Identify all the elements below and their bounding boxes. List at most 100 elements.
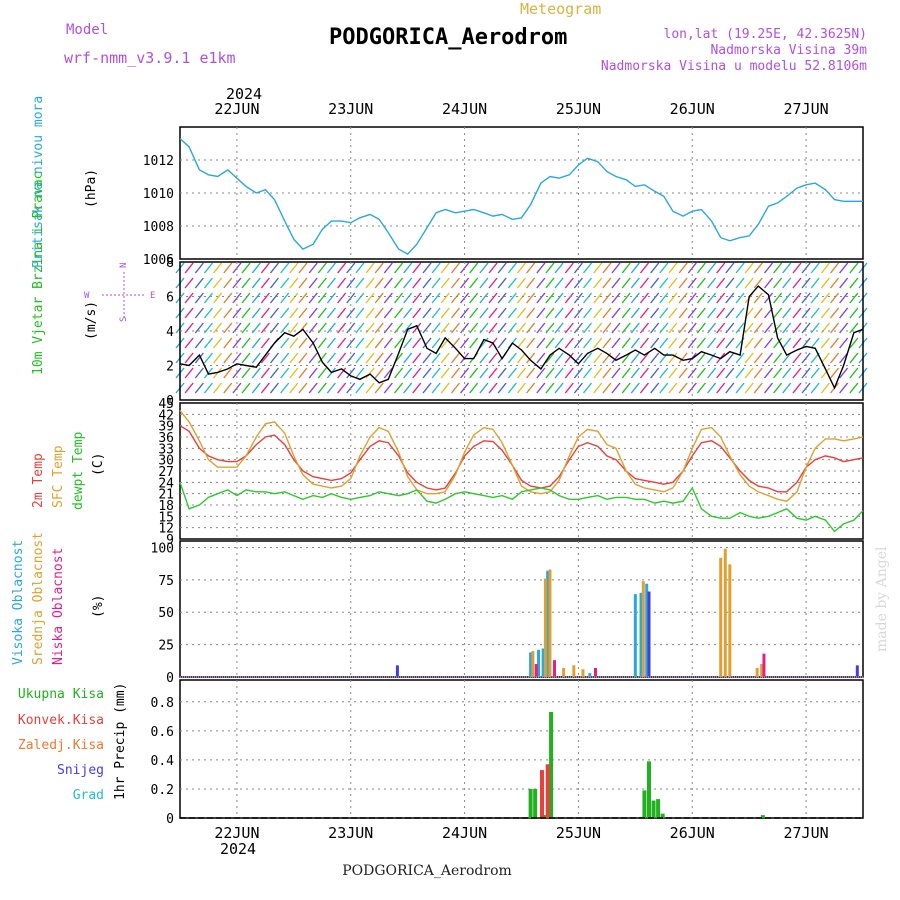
wind-barb [545, 352, 555, 364]
wind-barb [460, 367, 470, 379]
wind-barb [668, 277, 678, 289]
wind-barb [554, 367, 564, 379]
wind-barb [374, 337, 384, 349]
wind-barb [687, 277, 697, 289]
wind-barb [280, 337, 290, 349]
wind-barb [582, 277, 593, 289]
wind-barb [450, 322, 461, 334]
wind-barb [422, 307, 432, 319]
wind-barb [374, 292, 384, 304]
y-tick-label: 9 [166, 533, 174, 548]
wind-barb [773, 367, 783, 379]
wind-barb [260, 337, 270, 349]
bar [728, 564, 732, 677]
wind-barb [450, 292, 461, 304]
wind-barb [213, 307, 223, 319]
bottom-date-label: 27JUN [784, 824, 829, 842]
wind-barb [383, 367, 393, 379]
wind-barb [735, 322, 745, 334]
wind-barb [564, 352, 574, 364]
station-title: PODGORICA_Aerodrom [329, 25, 567, 50]
wind-barb [564, 262, 574, 274]
wind-barb [650, 262, 660, 274]
wind-barb [241, 352, 251, 364]
wind-barb [782, 307, 792, 319]
wind-barb [725, 337, 735, 349]
wind-barb [753, 262, 763, 274]
wind-barb [422, 367, 432, 379]
compass-icon: N S W E [84, 263, 155, 322]
wind-barb [346, 337, 356, 349]
wind-barb [678, 382, 688, 394]
wind-barb [269, 292, 280, 304]
wind-barb [374, 262, 384, 274]
wind-barb [394, 382, 404, 394]
bar [572, 665, 576, 677]
wind-barb [829, 322, 840, 334]
wind-barb [516, 382, 527, 394]
wind-barb [725, 292, 735, 304]
wind-barb [621, 262, 631, 274]
wind-barb [412, 262, 422, 274]
wind-barb [422, 352, 432, 364]
wind-barb [725, 307, 735, 319]
wind-barb [346, 277, 356, 289]
wind-barb [308, 382, 318, 394]
compass-s: S [119, 317, 129, 322]
wind-barb [412, 352, 422, 364]
wind-barb [536, 307, 546, 319]
wind-barb [573, 307, 583, 319]
compass-n: N [119, 263, 129, 268]
wind-barb [773, 277, 783, 289]
wind-barb [251, 337, 261, 349]
wind-barb [326, 307, 336, 319]
bar [647, 591, 651, 677]
wind-barb [337, 352, 347, 364]
wind-barb [440, 292, 450, 304]
wind-barb [317, 307, 327, 319]
wind-barb [650, 367, 660, 379]
wind-barb [839, 262, 849, 274]
wind-barb [394, 322, 404, 334]
wind-barb [516, 262, 527, 274]
wind-barb [374, 382, 384, 394]
wind-barb [792, 322, 802, 334]
wind-barb [194, 277, 204, 289]
wind-barb [460, 307, 470, 319]
wind-barb [326, 292, 336, 304]
model-altitude-label: Nadmorska Visina u modelu 52.8106m [601, 59, 867, 74]
wind-barb [308, 322, 318, 334]
wind-barb [232, 307, 242, 319]
wind-barb [820, 307, 830, 319]
wind-barb [650, 277, 660, 289]
wind-barb [564, 337, 574, 349]
wind-barb [280, 352, 290, 364]
wind-barb [696, 367, 706, 379]
wind-barb [374, 352, 384, 364]
wind-barb [213, 292, 223, 304]
wind-barb [497, 292, 507, 304]
wind-barb [839, 307, 849, 319]
y-tick-label: 0.4 [151, 754, 175, 769]
y-tick-label: 15 [158, 510, 174, 525]
wind-barb [621, 382, 631, 394]
series-line [179, 482, 864, 533]
y-tick-label: 100 [151, 541, 174, 556]
wind-barb [696, 337, 706, 349]
wind-barb [545, 382, 555, 394]
wind-barb [602, 337, 612, 349]
wind-barb [431, 382, 441, 394]
wind-barb [725, 262, 735, 274]
wind-barb [403, 367, 413, 379]
wind-barb [497, 337, 507, 349]
wind-barb [440, 367, 450, 379]
wind-barb [422, 337, 432, 349]
wind-barb [203, 382, 214, 394]
wind-barb [317, 277, 327, 289]
wind-barb [412, 277, 422, 289]
wind-barb [668, 382, 678, 394]
wind-barb [194, 352, 204, 364]
wind-barb [213, 382, 223, 394]
wind-barb [298, 337, 308, 349]
